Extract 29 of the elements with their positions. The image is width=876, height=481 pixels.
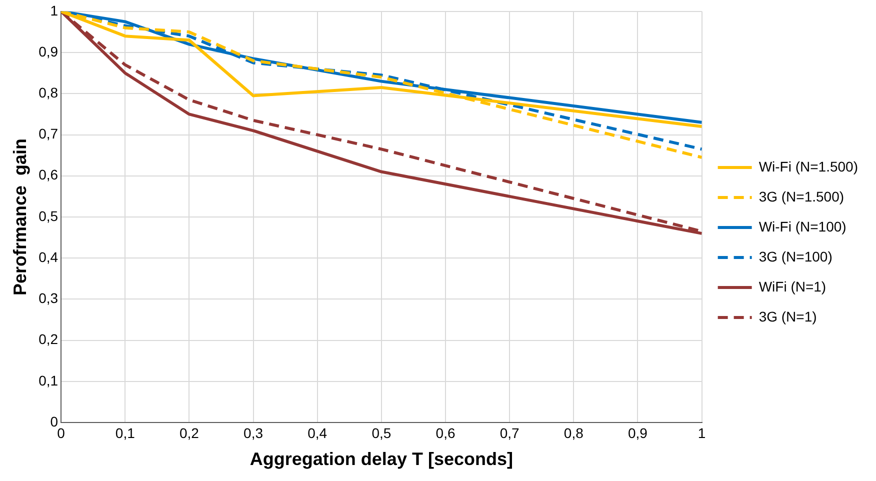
x-tick-label: 0,8 — [564, 424, 584, 441]
y-tick-label: 0,4 — [38, 248, 58, 265]
y-axis-title: Perofrmance gain — [10, 138, 30, 296]
x-tick-label: 1 — [698, 424, 706, 441]
x-tick-label: 0,2 — [179, 424, 200, 441]
y-tick-label: 0,7 — [38, 126, 58, 142]
legend-label: Wi-Fi (N=1.500) — [758, 158, 858, 174]
x-tick-label: 0,1 — [115, 424, 136, 441]
legend-label: 3G (N=1.500) — [758, 188, 844, 204]
y-tick-label: 0,1 — [38, 372, 58, 388]
y-tick-label: 0 — [50, 413, 58, 430]
legend-label: Wi-Fi (N=100) — [758, 218, 846, 234]
y-tick-label: 0,6 — [38, 166, 58, 183]
x-tick-label: 0,7 — [500, 424, 520, 441]
x-axis-title: Aggregation delay T [seconds] — [250, 449, 513, 470]
legend-label: 3G (N=1) — [758, 308, 817, 324]
legend-label: 3G (N=100) — [758, 248, 832, 264]
y-tick-label: 0,5 — [38, 208, 58, 224]
x-tick-label: 0,4 — [308, 424, 328, 441]
legend-label: WiFi (N=1) — [758, 278, 826, 294]
x-tick-label: 0,9 — [628, 424, 648, 441]
x-tick-label: 0,3 — [244, 424, 264, 441]
y-tick-label: 0,2 — [38, 331, 58, 348]
y-tick-label: 0,9 — [38, 43, 58, 60]
x-tick-label: 0,5 — [372, 424, 392, 441]
y-tick-label: 1 — [50, 2, 58, 18]
y-tick-label: 0,3 — [38, 290, 58, 306]
y-tick-label: 0,8 — [38, 84, 58, 100]
x-tick-label: 0,6 — [436, 424, 456, 441]
